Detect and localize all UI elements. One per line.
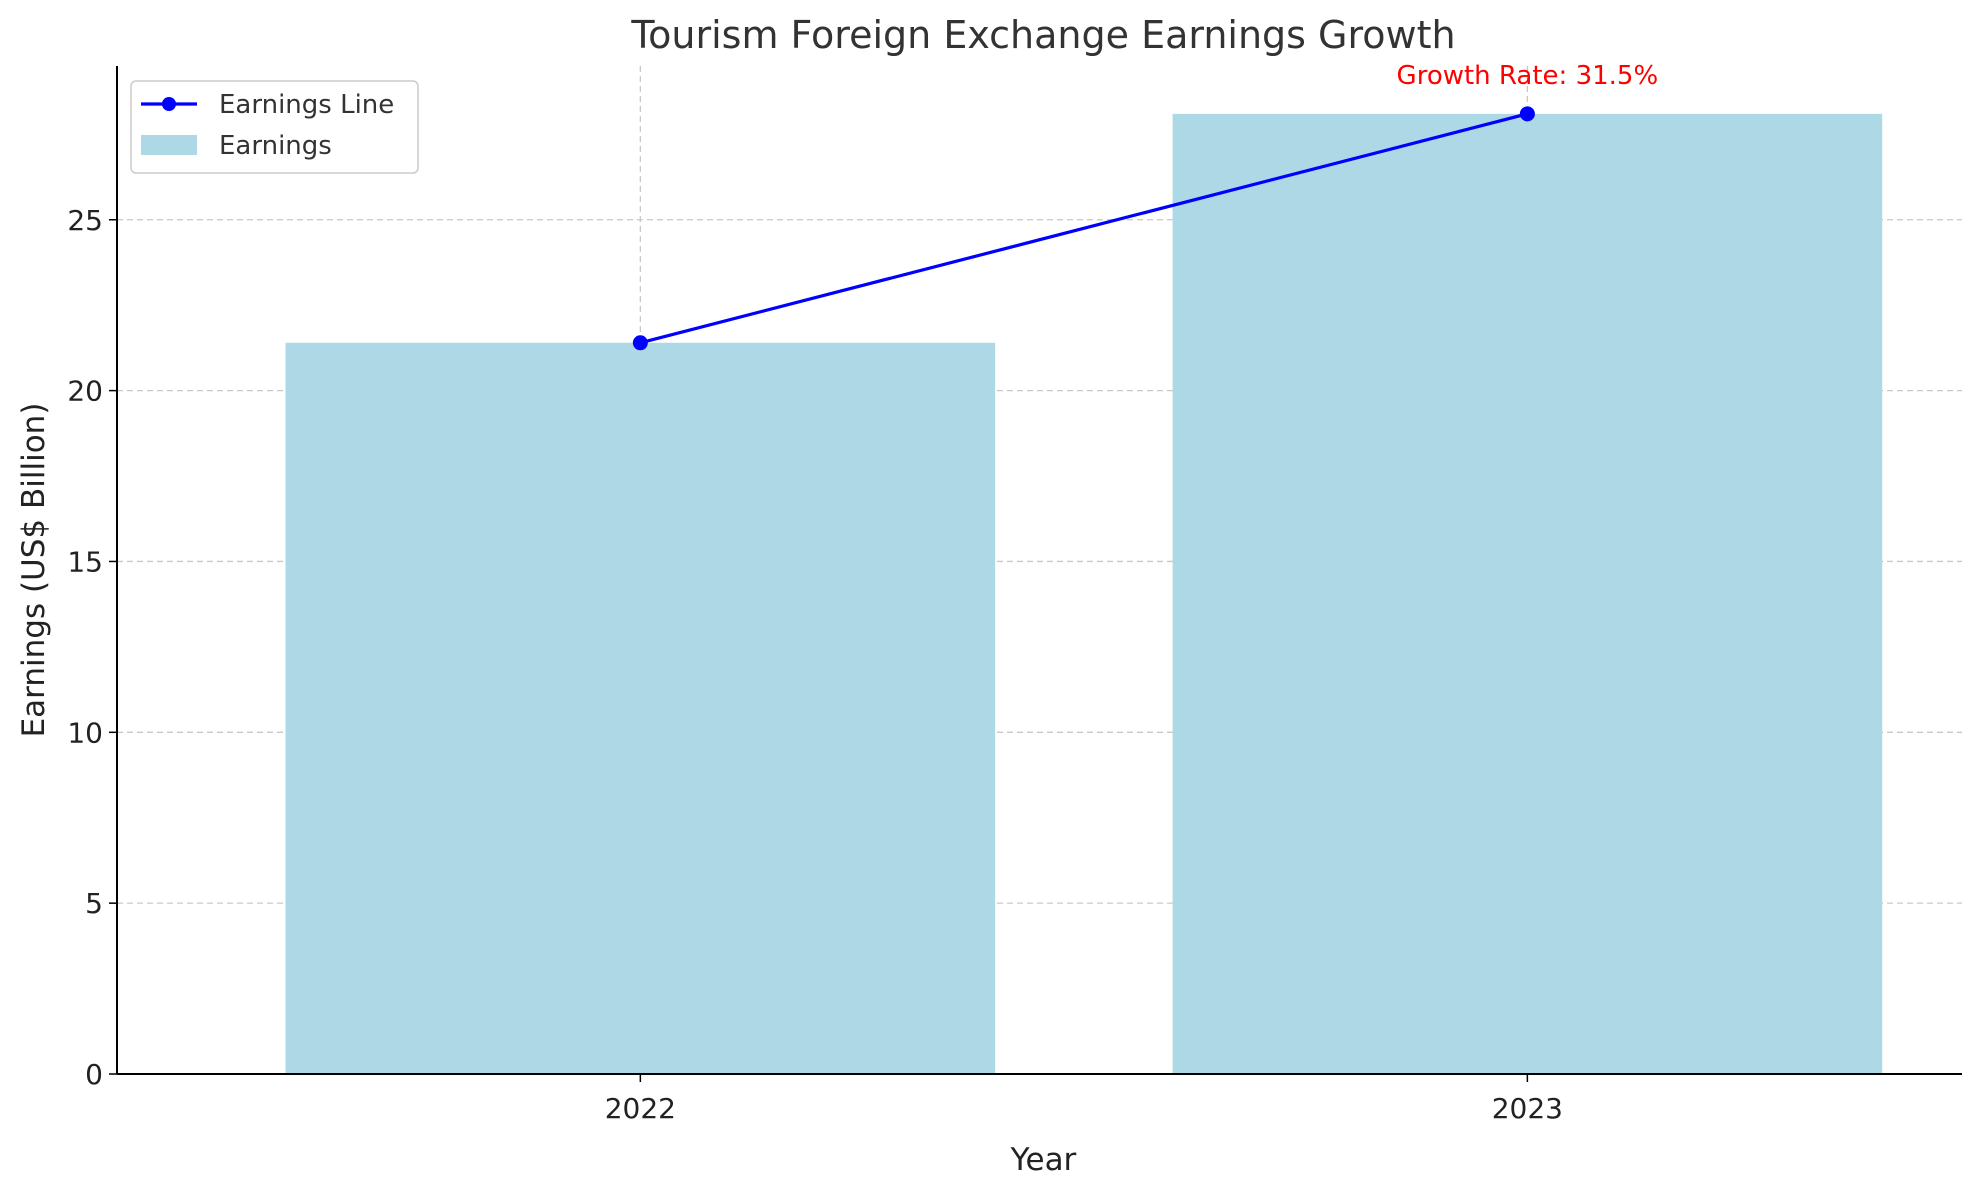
y-tick-label: 0	[85, 1058, 103, 1091]
y-tick-label: 15	[67, 545, 103, 578]
x-tick-label: 2022	[605, 1092, 676, 1125]
y-tick-label: 5	[85, 887, 103, 920]
y-tick-label: 10	[67, 716, 103, 749]
line-point-2022	[632, 335, 648, 351]
y-tick-label: 20	[67, 375, 103, 408]
legend-line-marker	[162, 97, 176, 111]
legend-label-earnings-line: Earnings Line	[219, 90, 394, 120]
legend-box	[130, 80, 419, 174]
line-layer	[632, 106, 1535, 351]
bar-layer	[285, 113, 1883, 1075]
chart-title: Tourism Foreign Exchange Earnings Growth	[630, 13, 1455, 57]
y-axis-title: Earnings (US$ Billion)	[16, 403, 52, 738]
x-axis-title: Year	[1010, 1142, 1077, 1178]
earnings-line	[639, 112, 1528, 345]
axis-layer: 0 5 10 15 20 25 2022 2023	[67, 66, 1962, 1125]
growth-rate-annotation: Growth Rate: 31.5%	[1397, 61, 1659, 91]
x-tick-label: 2023	[1492, 1092, 1563, 1125]
line-point-2023	[1519, 106, 1535, 122]
label-layer: Tourism Foreign Exchange Earnings Growth…	[16, 13, 1658, 1178]
y-tick-label: 25	[67, 204, 103, 237]
bar-2022	[285, 342, 996, 1074]
legend: Earnings Line Earnings	[130, 80, 419, 174]
legend-bar-swatch	[141, 135, 197, 155]
legend-label-earnings: Earnings	[219, 131, 332, 161]
bar-2023	[1172, 113, 1883, 1075]
